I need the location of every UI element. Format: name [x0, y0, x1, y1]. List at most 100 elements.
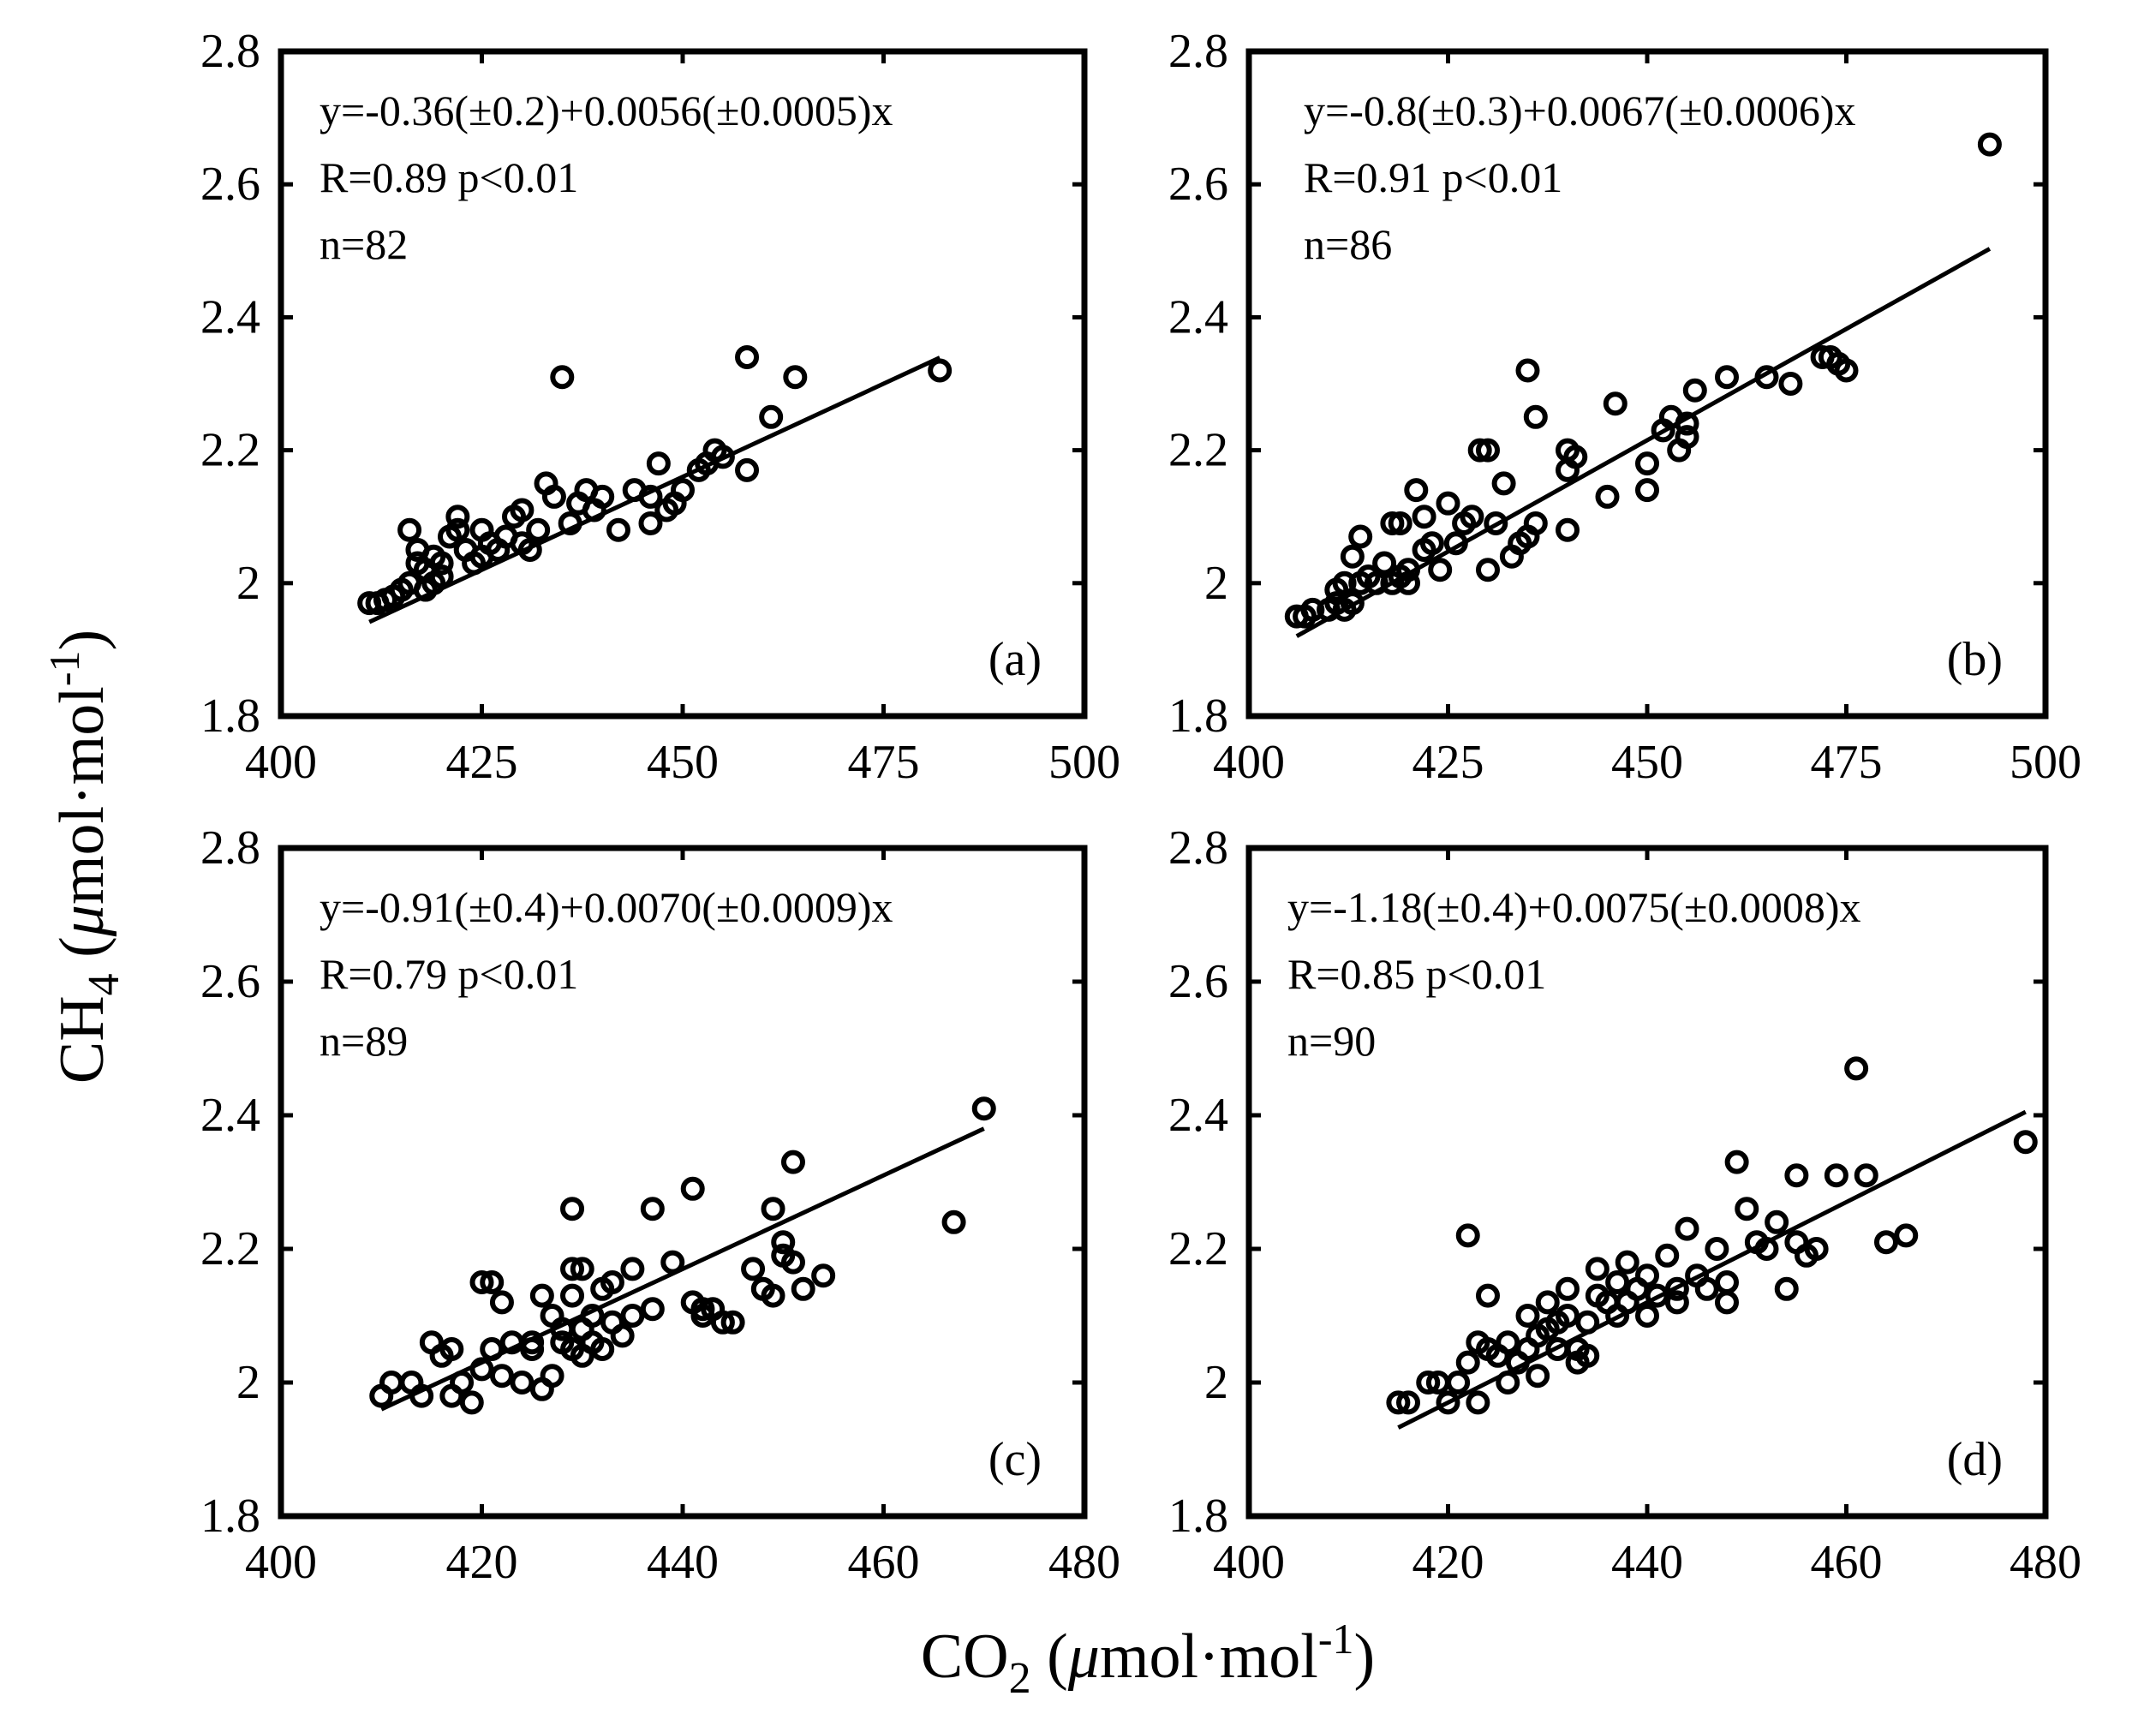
data-point: [1824, 1163, 1848, 1188]
data-point: [1635, 1304, 1659, 1328]
y-tick-label: 2.2: [200, 1222, 260, 1275]
data-point: [1455, 1350, 1480, 1375]
y-tick-label: 2: [236, 557, 260, 610]
panel-a: 1.8 2 2.2 2.4 2.6 2.8 400 425 450 475 500 y=-0.36(±…: [200, 25, 1120, 789]
sample-count: n=89: [320, 1017, 408, 1065]
data-point: [783, 365, 808, 390]
data-point: [638, 484, 663, 509]
data-point: [1655, 1243, 1680, 1268]
y-tick-label: 1.8: [200, 690, 260, 743]
data-point: [1515, 358, 1540, 383]
data-point: [780, 1150, 805, 1174]
x-tick-label: 480: [1048, 1536, 1120, 1589]
data-point: [1635, 451, 1659, 476]
data-point: [397, 517, 422, 542]
regression-line: [1295, 247, 1992, 638]
data-point: [379, 1371, 403, 1395]
y-tick-label: 2: [1204, 1356, 1228, 1409]
data-point: [409, 1383, 434, 1408]
y-tick-label: 2.4: [200, 1089, 260, 1142]
data-point: [1834, 358, 1859, 383]
data-point: [646, 451, 671, 476]
y-tick-label: 1.8: [200, 1490, 260, 1543]
panel-label: (b): [1947, 633, 2003, 686]
data-point: [1765, 1209, 1789, 1234]
data-point: [761, 1283, 785, 1308]
data-point: [1428, 558, 1453, 582]
y-tick-label: 2.2: [1168, 424, 1228, 477]
panels: 1.8 2 2.2 2.4 2.6 2.8 400 425 450 475 500 y=-0.36(±…: [200, 25, 2081, 1589]
data-point: [2013, 1130, 2038, 1155]
data-point: [1675, 411, 1699, 436]
x-tick-label: 400: [1213, 1536, 1285, 1589]
data-point: [1364, 570, 1389, 595]
fit-equation: y=-1.18(±0.4)+0.0075(±0.0008)x: [1287, 883, 1861, 931]
data-point: [1455, 1223, 1480, 1248]
data-point: [560, 1257, 585, 1281]
data-point: [1476, 438, 1500, 463]
data-point: [1563, 445, 1588, 469]
data-point: [710, 445, 735, 469]
data-point: [489, 1364, 514, 1389]
data-point: [640, 1297, 665, 1322]
y-tick-label: 2.2: [1168, 1222, 1228, 1275]
data-point: [580, 1304, 605, 1328]
y-tick-label: 2.6: [200, 158, 260, 211]
data-point: [590, 484, 615, 509]
panel-c: 1.8 2 2.2 2.4 2.6 2.8 400 420 440 460 480 y=-0.91(±…: [200, 821, 1120, 1589]
y-tick-label: 2.4: [1168, 1089, 1228, 1142]
data-point: [1348, 524, 1373, 549]
data-point: [1300, 597, 1325, 622]
data-point: [600, 1270, 624, 1294]
data-point: [1446, 1371, 1471, 1395]
data-point: [741, 1257, 766, 1281]
y-tick-label: 2.8: [200, 25, 260, 78]
x-tick-label: 425: [1412, 736, 1484, 789]
data-point: [526, 517, 551, 542]
data-point: [550, 365, 575, 390]
y-tick-label: 2.6: [200, 955, 260, 1008]
x-tick-label: 475: [1811, 736, 1883, 789]
data-point: [610, 1323, 635, 1348]
data-point: [1705, 1237, 1729, 1261]
data-point: [1694, 1276, 1719, 1301]
y-tick-label: 2.8: [1168, 821, 1228, 875]
data-point: [1340, 591, 1365, 616]
sample-count: n=86: [1304, 220, 1392, 268]
data-point: [606, 517, 630, 542]
data-point: [720, 1310, 745, 1335]
data-point: [1466, 1390, 1490, 1415]
data-point: [771, 1230, 796, 1255]
x-tick-label: 500: [1048, 736, 1120, 789]
data-point: [1332, 570, 1357, 595]
data-point: [1476, 1283, 1500, 1308]
data-point: [469, 1270, 494, 1294]
panel-label: (d): [1947, 1433, 2003, 1486]
data-point: [1467, 438, 1492, 463]
data-point: [1372, 551, 1397, 576]
data-point: [1575, 1343, 1600, 1368]
data-point: [1664, 1290, 1689, 1315]
data-point: [1523, 511, 1548, 535]
data-point: [1844, 1056, 1869, 1081]
fit-statistics: R=0.89 p<0.01: [320, 153, 578, 201]
data-point: [1436, 491, 1460, 516]
data-point: [1388, 511, 1412, 535]
data-point: [1484, 511, 1508, 535]
data-point: [811, 1263, 836, 1288]
data-point: [1515, 1304, 1540, 1328]
y-tick-label: 2.6: [1168, 955, 1228, 1008]
data-point: [941, 1209, 966, 1234]
data-point: [540, 1364, 564, 1389]
x-tick-label: 480: [2010, 1536, 2081, 1589]
y-tick-label: 2: [236, 1356, 260, 1409]
data-point: [1682, 378, 1707, 403]
data-point: [1585, 1257, 1610, 1281]
data-point: [1404, 478, 1429, 503]
data-point: [1635, 1263, 1659, 1288]
data-point: [1396, 558, 1420, 582]
data-point: [1715, 365, 1739, 390]
data-point: [780, 1250, 805, 1275]
data-point: [1386, 1390, 1411, 1415]
